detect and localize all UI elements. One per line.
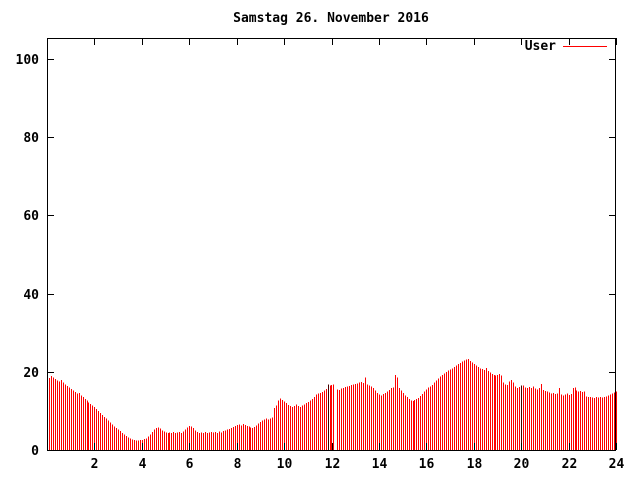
y-tick-label: 0: [31, 444, 39, 459]
x-tick-label: 12: [325, 457, 341, 472]
y-tick-label: 60: [23, 209, 39, 224]
x-tick-label: 24: [609, 457, 625, 472]
x-tick-label: 14: [372, 457, 388, 472]
bars-group: [49, 358, 617, 450]
x-tick-label: 10: [277, 457, 293, 472]
y-tick-label: 20: [23, 366, 39, 381]
x-tick-label: 4: [139, 457, 147, 472]
x-tick-label: 8: [234, 457, 242, 472]
y-tick-label: 100: [16, 53, 40, 68]
chart-title: Samstag 26. November 2016: [233, 11, 429, 26]
x-tick-label: 16: [419, 457, 435, 472]
ticks-group: [47, 38, 617, 451]
plot-border: [47, 38, 616, 451]
x-tick-label: 18: [467, 457, 483, 472]
y-tick-label: 80: [23, 131, 39, 146]
x-tick-label: 2: [91, 457, 99, 472]
y-tick-label: 40: [23, 288, 39, 303]
x-tick-label: 22: [562, 457, 578, 472]
x-tick-label: 20: [514, 457, 530, 472]
y-tick-labels-group: 0 20 40 60 80 100: [16, 53, 40, 459]
x-tick-label: 6: [186, 457, 194, 472]
x-tick-labels-group: 2 4 6 8 10 12 14 16 18 20 22 24: [91, 457, 625, 472]
legend-label: User: [525, 39, 556, 54]
